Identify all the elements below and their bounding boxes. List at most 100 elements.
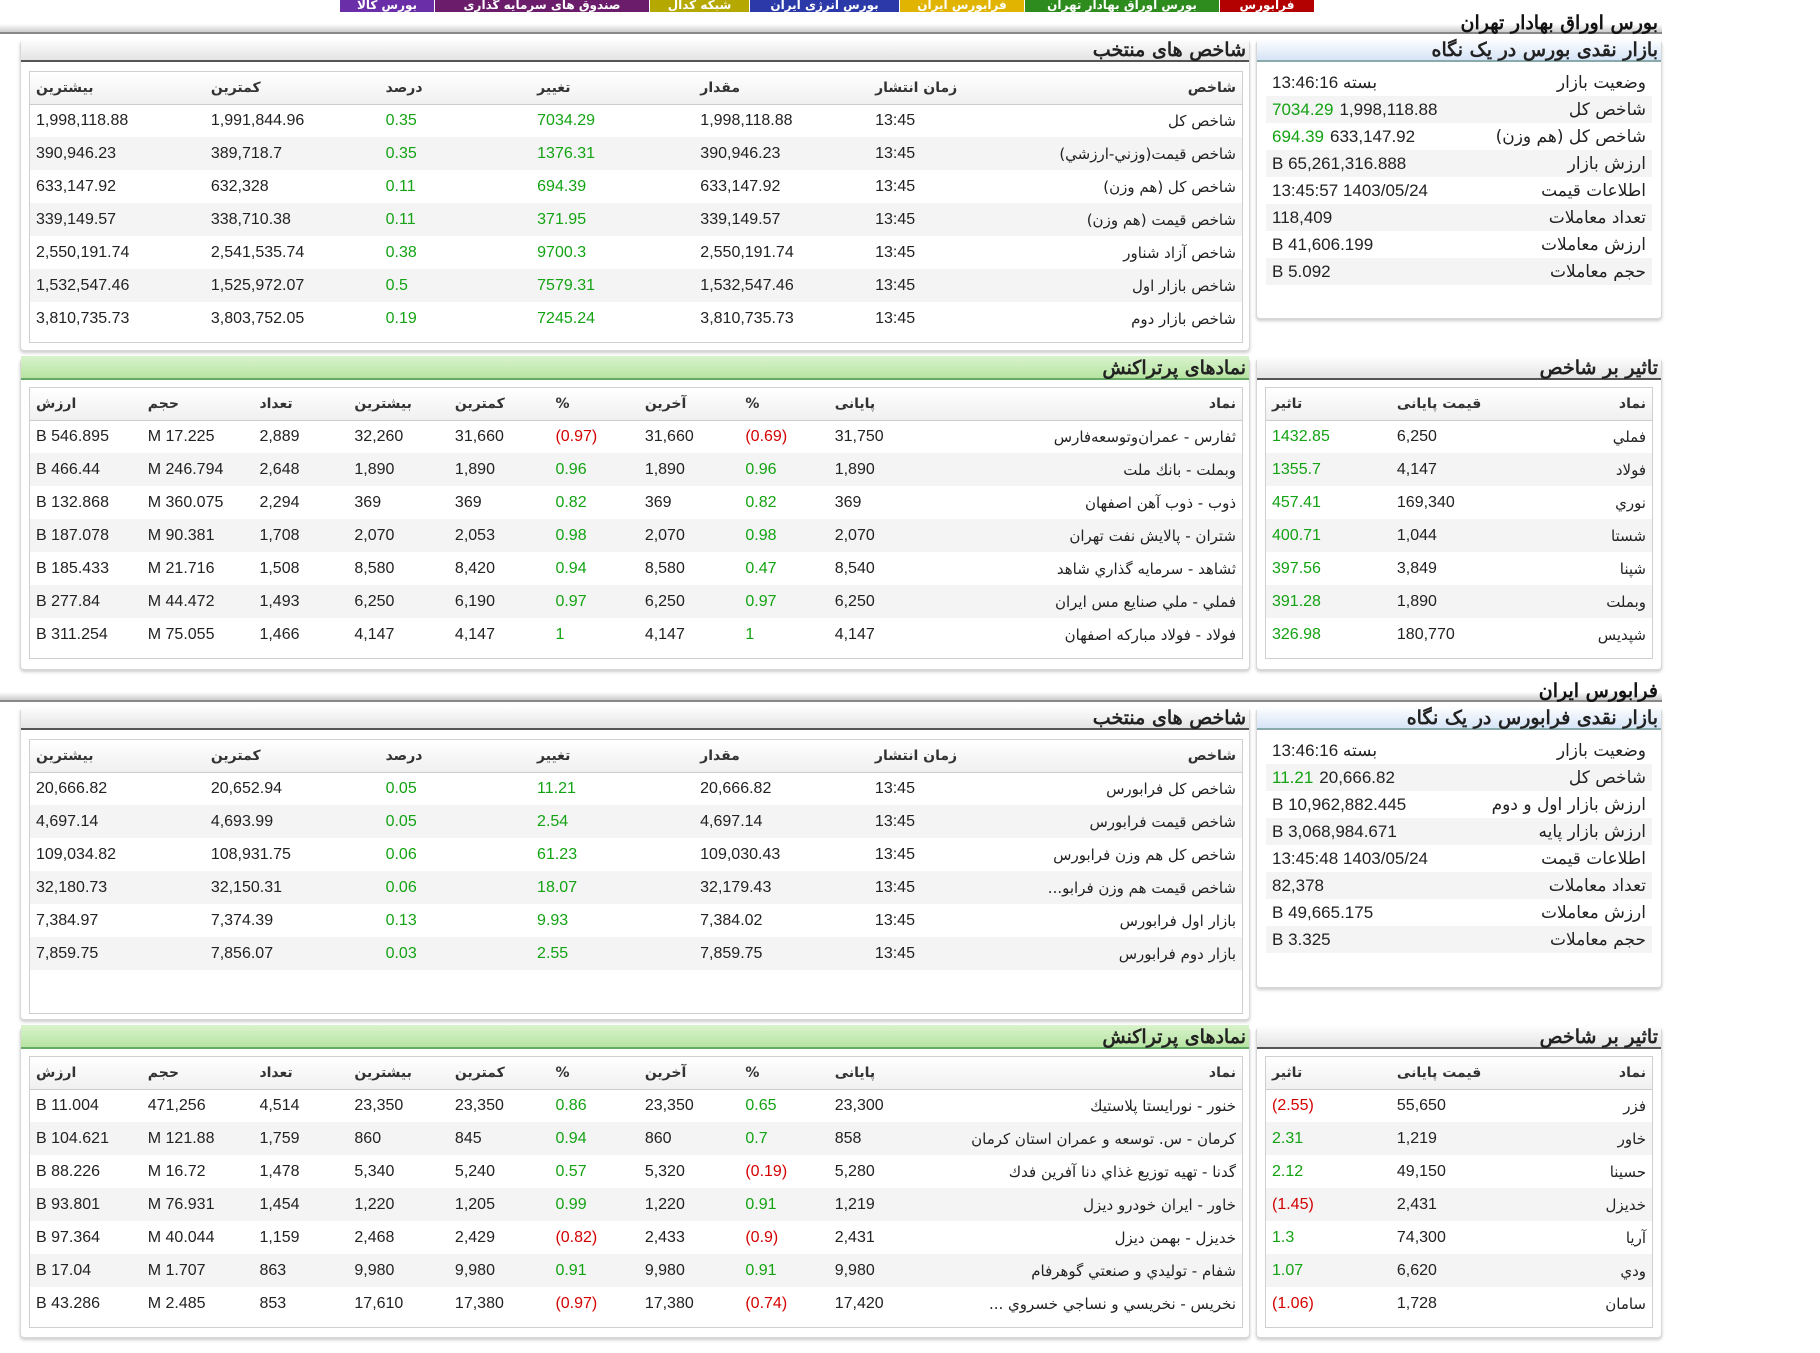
column-header[interactable]: تغییر	[531, 72, 695, 105]
table-row[interactable]: بازار اول فرابورس 13:45 7,384.02 9.93 0.13 7,…	[30, 904, 1242, 937]
column-header[interactable]: درصد	[379, 740, 532, 773]
row-name-cell[interactable]: نخريس - نخريسي و نساجي خسروي ...	[988, 1294, 1236, 1313]
row-name-cell[interactable]: خديزل	[1538, 1188, 1652, 1221]
column-header[interactable]: ارزش	[30, 1057, 142, 1090]
row-name-cell[interactable]: شاخص قیمت فرابورس	[1008, 805, 1242, 838]
table-row[interactable]: شستا 1,044 400.71	[1266, 519, 1652, 552]
column-header[interactable]: بیشترین	[30, 740, 205, 773]
column-header[interactable]: تعداد	[253, 1057, 349, 1090]
row-name-cell[interactable]: ثشاهد - سرمايه گذاري شاهد	[1056, 559, 1236, 578]
column-header[interactable]: درصد	[379, 72, 532, 105]
row-name-cell[interactable]: شاخص قیمت (هم وزن)	[1008, 203, 1242, 236]
table-row[interactable]: نخريس - نخريسي و نساجي خسروي ... 17,420 (0…	[30, 1287, 1242, 1320]
table-row[interactable]: شاخص بازار دوم 13:45 3,810,735.73 7245.24 0.…	[30, 302, 1242, 335]
table-row[interactable]: خديزل 2,431 (1.45)	[1266, 1188, 1652, 1221]
table-row[interactable]: شاخص کل 13:45 1,998,118.88 7034.29 0.35 1,991…	[30, 104, 1242, 137]
row-name-cell[interactable]: شتران - پالايش نفت تهران	[929, 519, 1242, 552]
tab-tehran-stock-exchange[interactable]: بورس اوراق بهادار تهران	[1024, 0, 1219, 12]
row-name-cell[interactable]: فملي	[1612, 427, 1646, 446]
column-header[interactable]: تاثیر	[1266, 388, 1391, 421]
row-name-cell[interactable]: شاخص قیمت هم وزن فرابو...	[1008, 871, 1242, 904]
row-name-cell[interactable]: حسينا	[1609, 1162, 1646, 1181]
table-row[interactable]: ودي 6,620 1.07	[1266, 1254, 1652, 1287]
column-header[interactable]: بیشترین	[348, 388, 449, 421]
row-name-cell[interactable]: وبملت	[1538, 585, 1652, 618]
table-row[interactable]: فملي - ملي صنايع مس ايران 6,250 0.97 6,250 0…	[30, 585, 1242, 618]
table-row[interactable]: شاخص بازار اول 13:45 1,532,547.46 7579.31 0.…	[30, 269, 1242, 302]
row-name-cell[interactable]: بازار دوم فرابورس	[1008, 937, 1242, 970]
column-header[interactable]: نماد	[929, 1057, 1242, 1090]
table-row[interactable]: شاخص قیمت هم وزن فرابو... 13:45 32,179.43 1…	[30, 871, 1242, 904]
table-row[interactable]: شاخص کل هم وزن فرابورس 13:45 109,030.43 61.…	[30, 838, 1242, 871]
column-header[interactable]: زمان انتشار	[868, 740, 1009, 773]
row-name-cell[interactable]: ذوب - ذوب آهن اصفهان	[1084, 493, 1236, 512]
table-row[interactable]: خاور 1,219 2.31	[1266, 1122, 1652, 1155]
row-name-cell[interactable]: خديزل - بهمن ديزل	[1114, 1228, 1236, 1247]
table-row[interactable]: گدنا - تهيه توزيع غذاي دنا آفرين فدك 5,28…	[30, 1155, 1242, 1188]
column-header[interactable]: مقدار	[694, 72, 870, 105]
table-row[interactable]: شاخص کل فرابورس 13:45 20,666.82 11.21 0.05 20…	[30, 772, 1242, 805]
table-row[interactable]: فملي 6,250 1432.85	[1266, 420, 1652, 453]
table-row[interactable]: ثفارس - عمران‌وتوسعه‌فارس 31,750 (0.69) 31,…	[30, 420, 1242, 453]
row-name-cell[interactable]: فزر	[1623, 1096, 1646, 1115]
table-row[interactable]: شفام - توليدي و صنعتي گوهرفام 9,980 0.91 9,…	[30, 1254, 1242, 1287]
row-name-cell[interactable]: شاخص کل هم وزن فرابورس	[1053, 845, 1236, 864]
column-header[interactable]: آخرین	[638, 1057, 740, 1090]
row-name-cell[interactable]: شپديس	[1597, 625, 1646, 644]
column-header[interactable]: مقدار	[694, 740, 869, 773]
column-header[interactable]: %	[739, 388, 829, 421]
row-name-cell[interactable]: شاخص کل	[1167, 111, 1236, 130]
row-name-cell[interactable]: شاخص آزاد شناور	[1123, 243, 1236, 262]
column-header[interactable]: %	[549, 1057, 639, 1090]
column-header[interactable]: حجم	[141, 1057, 254, 1090]
row-name-cell[interactable]: فولاد	[1538, 453, 1652, 486]
column-header[interactable]: زمان انتشار	[869, 72, 1009, 105]
table-row[interactable]: خنور - نورايستا پلاستيك 23,300 0.65 23,350 0…	[30, 1089, 1242, 1122]
table-row[interactable]: كرمان - س. توسعه و عمران استان كرمان 858 0…	[30, 1122, 1242, 1155]
row-name-cell[interactable]: خنور - نورايستا پلاستيك	[1090, 1096, 1236, 1115]
row-name-cell[interactable]: خاور	[1538, 1122, 1652, 1155]
row-name-cell[interactable]: فملي - ملي صنايع مس ايران	[929, 585, 1242, 618]
tab-energy-exchange[interactable]: بورس انرژی ایران	[749, 0, 899, 12]
table-row[interactable]: حسينا 49,150 2.12	[1266, 1155, 1652, 1188]
table-row[interactable]: ذوب - ذوب آهن اصفهان 369 0.82 369 0.82 369 369…	[30, 486, 1242, 519]
tab-commodity-exchange[interactable]: بورس کالا	[339, 0, 434, 12]
table-row[interactable]: فولاد 4,147 1355.7	[1266, 453, 1652, 486]
column-header[interactable]: قیمت پایانی	[1390, 1057, 1539, 1090]
column-header[interactable]: %	[739, 1057, 829, 1090]
row-name-cell[interactable]: شاخص قیمت(وزني-ارزشي)	[1008, 137, 1242, 170]
table-row[interactable]: شاخص قیمت فرابورس 13:45 4,697.14 2.54 0.05 4,…	[30, 805, 1242, 838]
table-row[interactable]: نوري 169,340 457.41	[1266, 486, 1652, 519]
tab-farabourse[interactable]: فرابورس	[1219, 0, 1314, 12]
row-name-cell[interactable]: شاخص کل (هم وزن)	[1103, 177, 1236, 196]
column-header[interactable]: حجم	[141, 388, 254, 421]
table-row[interactable]: ثشاهد - سرمايه گذاري شاهد 8,540 0.47 8,580 0…	[30, 552, 1242, 585]
table-row[interactable]: شاخص قیمت(وزني-ارزشي) 13:45 390,946.23 1376…	[30, 137, 1242, 170]
table-row[interactable]: خديزل - بهمن ديزل 2,431 (0.9) 2,433 (0.82) 2,…	[30, 1221, 1242, 1254]
column-header[interactable]: قیمت پایانی	[1390, 388, 1539, 421]
column-header[interactable]: آخرین	[638, 388, 740, 421]
table-row[interactable]: فزر 55,650 (2.55)	[1266, 1089, 1652, 1122]
table-row[interactable]: آريا 74,300 1.3	[1266, 1221, 1652, 1254]
row-name-cell[interactable]: سامان	[1605, 1294, 1646, 1313]
table-row[interactable]: سامان 1,728 (1.06)	[1266, 1287, 1652, 1320]
row-name-cell[interactable]: ودي	[1538, 1254, 1652, 1287]
row-name-cell[interactable]: بازار اول فرابورس	[1119, 911, 1236, 930]
column-header[interactable]: پایانی	[828, 1057, 930, 1090]
column-header[interactable]: کمترین	[448, 1057, 550, 1090]
column-header[interactable]: تعداد	[253, 388, 349, 421]
row-name-cell[interactable]: فولاد - فولاد مباركه اصفهان	[1064, 625, 1236, 644]
column-header[interactable]: پایانی	[828, 388, 930, 421]
column-header[interactable]: نماد	[1538, 1057, 1652, 1090]
tab-ifb[interactable]: فرابورس ایران	[899, 0, 1024, 12]
row-name-cell[interactable]: نوري	[1615, 493, 1646, 512]
column-header[interactable]: تغییر	[531, 740, 695, 773]
row-name-cell[interactable]: كرمان - س. توسعه و عمران استان كرمان	[929, 1122, 1242, 1155]
column-header[interactable]: کمترین	[204, 72, 380, 105]
row-name-cell[interactable]: وبملت - بانك ملت	[929, 453, 1242, 486]
column-header[interactable]: نماد	[1538, 388, 1652, 421]
tab-funds[interactable]: صندوق های سرمایه گذاری	[434, 0, 649, 12]
row-name-cell[interactable]: ثفارس - عمران‌وتوسعه‌فارس	[1053, 427, 1236, 446]
column-header[interactable]: کمترین	[448, 388, 550, 421]
row-name-cell[interactable]: شپنا	[1619, 559, 1646, 578]
